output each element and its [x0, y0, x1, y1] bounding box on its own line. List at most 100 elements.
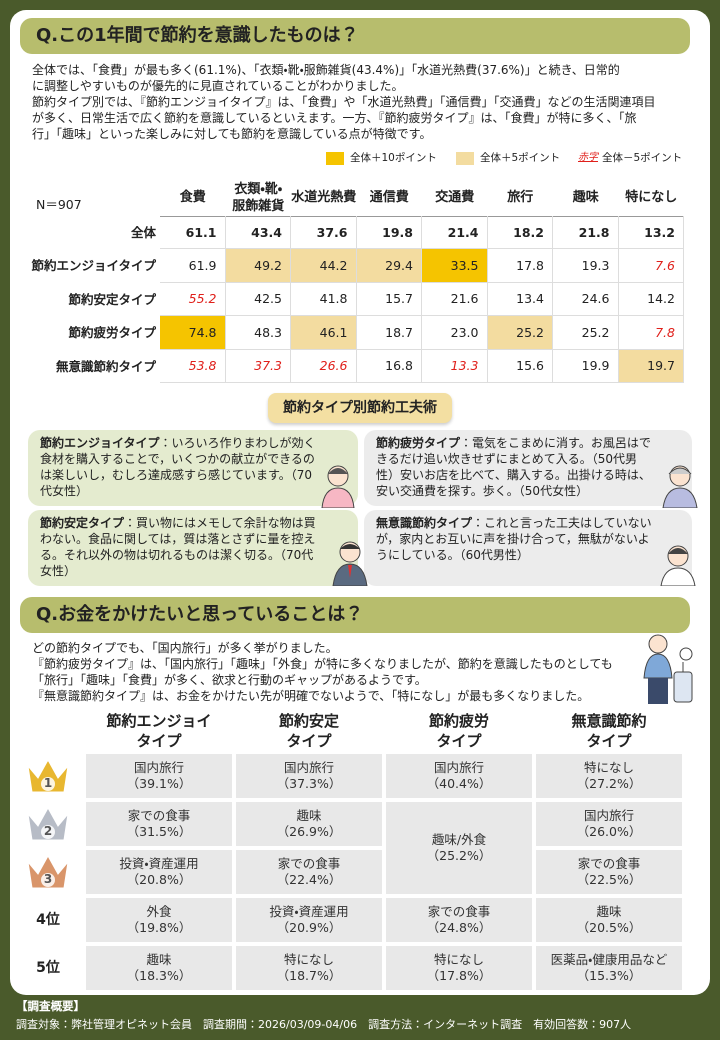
table-cell: 23.0	[422, 316, 488, 350]
item-name: 家での食事	[277, 856, 341, 871]
table-cell: 37.3	[225, 349, 291, 383]
table-cell: 21.6	[422, 282, 488, 317]
row-label: 節約疲労タイプ	[68, 325, 156, 341]
table-rule	[160, 216, 684, 217]
column-header: 交通費	[435, 190, 475, 205]
person-icon	[321, 465, 355, 508]
column-header: 服飾雑貨	[232, 199, 285, 214]
tip-text: ：これと言った工夫はしていないが，家内とお互いに声を掛け合って，無駄がないように…	[376, 516, 652, 562]
item-name: 家での食事	[127, 808, 191, 823]
item-name: 趣味	[596, 904, 622, 919]
tip-box: 節約疲労タイプ：電気をこまめに消す。お風呂はできるだけ追い炊きせずにまとめて入る…	[364, 430, 692, 506]
sample-size: N＝907	[36, 197, 82, 212]
table-cell: 13.2	[618, 216, 684, 250]
table-cell: 15.7	[356, 282, 422, 317]
item-percent: （31.5%）	[126, 824, 192, 839]
person-icon	[332, 541, 368, 586]
item-name: 家での食事	[427, 904, 491, 919]
item-percent: （17.8%）	[426, 968, 492, 983]
table-cell: 26.6	[291, 349, 357, 383]
column-header: 旅行	[507, 190, 534, 205]
item-name: 家での食事	[577, 856, 641, 871]
table-cell: 41.8	[291, 282, 357, 317]
column-header: 無意識節約	[571, 712, 647, 730]
item-name: 国内旅行	[283, 760, 334, 775]
table-cell: 46.1	[291, 316, 357, 350]
table-cell: 53.8	[160, 349, 226, 383]
item-percent: （15.3%）	[576, 968, 642, 983]
ranking-cell: 国内旅行 （37.3%）	[236, 754, 382, 798]
rank-label: 2	[43, 824, 53, 838]
intro-line: 全体では、「食費」が最も多く(61.1%)、「衣類・靴・服飾雑貨(43.4%)」…	[32, 63, 620, 77]
table-cell: 74.8	[160, 316, 226, 350]
crown-shape	[27, 758, 69, 793]
intro-line: 「旅行」「趣味」「食費」が多く、欲求と行動のギャップがあるようです。	[32, 673, 427, 687]
table-cell: 61.9	[160, 249, 226, 283]
crown-badge	[41, 873, 55, 887]
table-cell: 33.5	[422, 249, 488, 283]
ranking-cell: 家での食事 （22.4%）	[236, 850, 382, 894]
item-percent: （25.2%）	[426, 848, 492, 863]
item-name: 趣味/外食	[431, 832, 487, 847]
table-cell: 43.4	[225, 216, 291, 250]
column-header: 水道光熱費	[291, 190, 357, 205]
rank-label: 3	[43, 872, 53, 886]
item-name: 投資・資産運用	[119, 856, 199, 871]
ranking-cell: 国内旅行 （26.0%）	[536, 802, 682, 846]
ranking-cell: 投資・資産運用 （20.9%）	[236, 898, 382, 942]
item-name: 外食	[146, 904, 172, 919]
item-percent: （18.3%）	[126, 968, 192, 983]
crown-shape	[27, 806, 69, 841]
table-cell: 14.2	[618, 282, 684, 317]
intro-line: 行」「趣味」といった楽しみに対しても節約を意識している点が特徴です。	[32, 127, 432, 141]
legend-label: 全体－5ポイント	[602, 152, 683, 164]
ranking-cell: 家での食事 （22.5%）	[536, 850, 682, 894]
legend-swatch: 赤字	[578, 152, 598, 163]
table-cell: 25.2	[553, 316, 619, 350]
legend-swatch	[456, 152, 474, 165]
item-percent: （19.8%）	[126, 920, 192, 935]
ranking-cell: 趣味 （20.5%）	[536, 898, 682, 942]
table-cell: 7.8	[618, 316, 684, 350]
table-cell: 55.2	[160, 282, 226, 317]
rank-label: 1	[43, 776, 53, 790]
item-name: 特になし	[283, 952, 334, 967]
table-cell: 18.7	[356, 316, 422, 350]
crown	[27, 806, 69, 841]
column-header: タイプ	[436, 732, 482, 750]
legend-swatch	[326, 152, 344, 165]
tip-box: 節約エンジョイタイプ：いろいろ作りまわしが効く食材を購入することで，いくつかの献…	[28, 430, 358, 506]
column-header: 節約エンジョイ	[106, 712, 212, 730]
table-cell: 19.3	[553, 249, 619, 283]
table-cell: 21.8	[553, 216, 619, 250]
crown	[27, 758, 69, 793]
item-percent: （24.8%）	[426, 920, 492, 935]
table-cell: 15.6	[487, 349, 553, 383]
intro-line: 節約タイプ別では、『節約エンジョイタイプ』は、「食費」や「水道光熱費」「通信費」…	[32, 95, 656, 109]
table-cell: 17.8	[487, 249, 553, 283]
tip-type: 節約疲労タイプ	[376, 436, 461, 450]
crown-badge	[41, 777, 55, 791]
item-percent: （22.4%）	[276, 872, 342, 887]
table-cell: 42.5	[225, 282, 291, 317]
column-header: 趣味	[572, 190, 599, 205]
section-title: Q.この1年間で節約を意識したものは？	[20, 18, 690, 54]
table-cell: 61.1	[160, 216, 226, 250]
person-icon	[662, 465, 698, 508]
ranking-cell: 特になし （17.8%）	[386, 946, 532, 990]
intro-line: どの節約タイプでも、「国内旅行」が多く挙がりました。	[32, 641, 338, 655]
table-cell: 19.9	[553, 349, 619, 383]
row-label: 無意識節約タイプ	[55, 358, 156, 374]
crown-badge	[41, 825, 55, 839]
item-percent: （20.9%）	[276, 920, 342, 935]
crown-shape	[27, 854, 69, 889]
item-name: 特になし	[583, 760, 634, 775]
column-header: タイプ	[586, 732, 632, 750]
tip-type: 節約エンジョイタイプ	[40, 436, 160, 450]
ranking-cell: 趣味 （18.3%）	[86, 946, 232, 990]
footer-heading: 【調査概要】	[16, 999, 85, 1013]
legend-label: 全体＋5ポイント	[480, 152, 561, 164]
intro-line: に調整しやすいものが優先的に見直されていることがわかりました。	[32, 79, 404, 93]
table-cell: 16.8	[356, 349, 422, 383]
